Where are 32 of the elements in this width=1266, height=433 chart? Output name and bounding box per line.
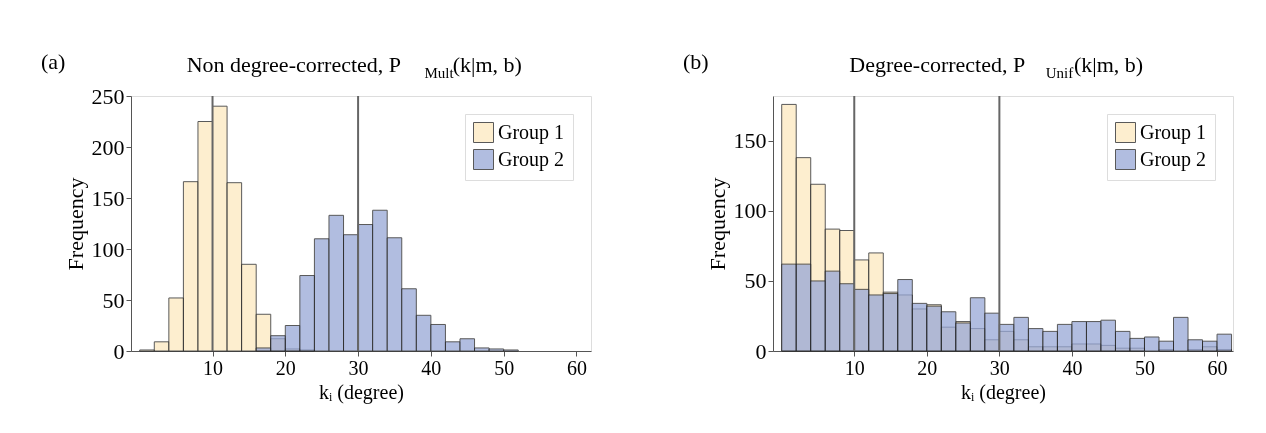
x-tick-label: 30	[348, 356, 369, 379]
y-tick-label: 50	[102, 287, 125, 313]
y-axis-title: Frequency	[704, 177, 730, 271]
x-axis-title: kᵢ (degree)	[961, 380, 1046, 404]
x-tick-label: 20	[275, 356, 296, 379]
y-tick-label: 150	[91, 185, 125, 211]
text: (b)	[683, 49, 709, 74]
x-tick-label: 30	[989, 356, 1010, 379]
y-tick-label: 50	[744, 268, 767, 294]
x-tick-label: 40	[1062, 356, 1083, 379]
legend-label: Group 2	[498, 147, 565, 171]
text: (a)	[41, 49, 66, 74]
y-tick-label: 250	[91, 83, 125, 109]
legend-label: Group 2	[1140, 147, 1207, 171]
y-tick-label: 0	[755, 338, 767, 364]
y-axis-title: Frequency	[62, 177, 88, 271]
y-tick-label: 0	[113, 338, 125, 364]
y-tick-label: 100	[733, 198, 767, 224]
y-tick-label: 200	[91, 134, 125, 160]
x-axis-title: kᵢ (degree)	[319, 380, 404, 404]
x-tick-label: 40	[421, 356, 442, 379]
x-tick-label: 60	[566, 356, 587, 379]
legend-label: Group 1	[1140, 120, 1207, 144]
x-tick-label: 50	[494, 356, 515, 379]
x-tick-label: 60	[1207, 356, 1228, 379]
x-tick-label: 10	[844, 356, 865, 379]
x-tick-label: 50	[1134, 356, 1155, 379]
x-tick-label: 10	[203, 356, 224, 379]
y-tick-label: 100	[91, 236, 125, 262]
legend-label: Group 1	[498, 120, 565, 144]
y-tick-label: 150	[733, 128, 767, 154]
x-tick-label: 20	[917, 356, 938, 379]
